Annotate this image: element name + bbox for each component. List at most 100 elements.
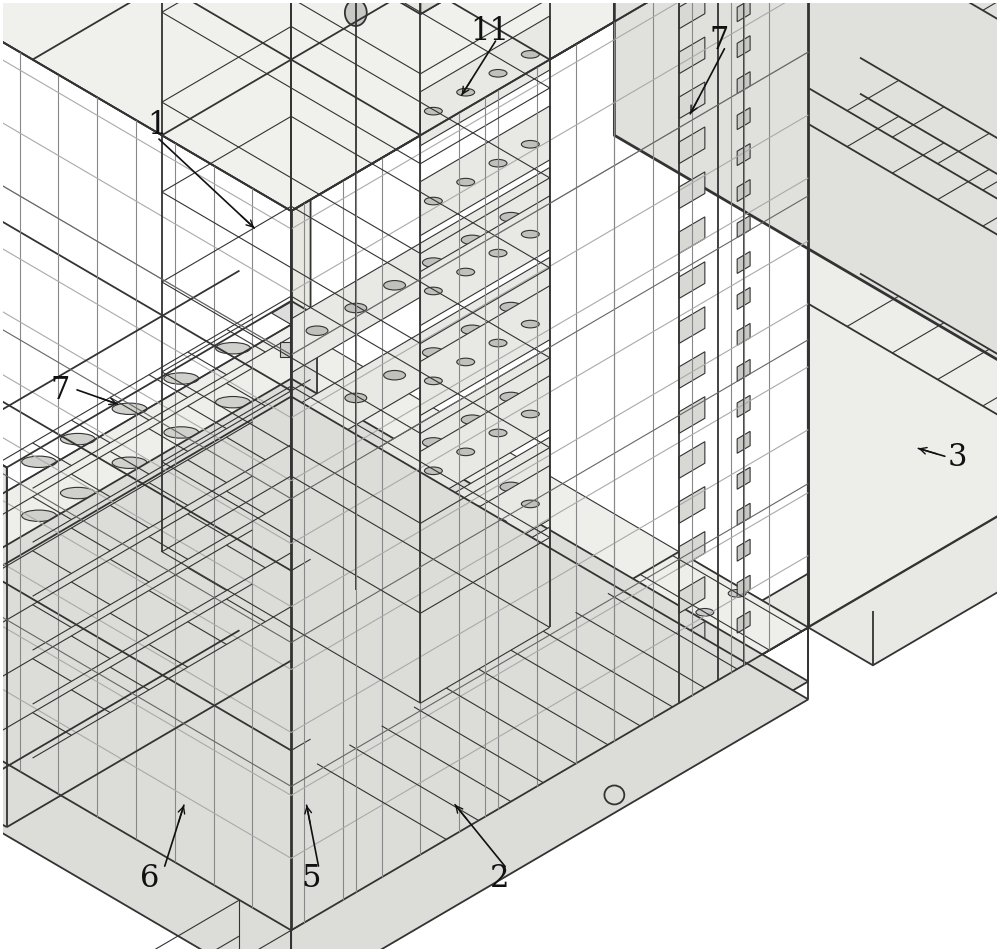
Ellipse shape	[521, 500, 539, 507]
Ellipse shape	[373, 798, 391, 805]
Ellipse shape	[951, 54, 976, 64]
Ellipse shape	[306, 416, 328, 426]
Ellipse shape	[489, 519, 507, 526]
Polygon shape	[291, 301, 317, 676]
Polygon shape	[679, 217, 705, 253]
Ellipse shape	[457, 89, 475, 96]
Polygon shape	[291, 257, 550, 463]
Ellipse shape	[424, 467, 442, 475]
Polygon shape	[0, 593, 7, 717]
Polygon shape	[737, 36, 750, 58]
Polygon shape	[0, 437, 7, 827]
Ellipse shape	[384, 550, 406, 560]
Ellipse shape	[860, 1, 885, 10]
Ellipse shape	[306, 685, 328, 695]
Ellipse shape	[521, 230, 539, 238]
Polygon shape	[737, 288, 750, 309]
Polygon shape	[737, 0, 750, 22]
Ellipse shape	[164, 426, 199, 438]
Polygon shape	[420, 376, 550, 506]
Ellipse shape	[457, 268, 475, 276]
Ellipse shape	[860, 217, 885, 227]
Ellipse shape	[631, 646, 649, 654]
Polygon shape	[272, 907, 311, 930]
Ellipse shape	[500, 303, 522, 312]
Ellipse shape	[461, 235, 483, 245]
Polygon shape	[860, 0, 912, 40]
Text: 6: 6	[140, 863, 160, 894]
Text: 7: 7	[51, 375, 70, 407]
Ellipse shape	[728, 589, 746, 597]
Polygon shape	[737, 539, 750, 561]
Ellipse shape	[906, 243, 931, 252]
Ellipse shape	[345, 573, 367, 583]
Ellipse shape	[60, 595, 95, 606]
Polygon shape	[679, 262, 705, 299]
Ellipse shape	[60, 487, 95, 499]
Polygon shape	[110, 0, 601, 14]
Ellipse shape	[502, 722, 520, 729]
Polygon shape	[737, 144, 750, 166]
Ellipse shape	[567, 684, 585, 692]
Polygon shape	[737, 108, 750, 129]
Ellipse shape	[216, 612, 250, 624]
Ellipse shape	[384, 730, 406, 740]
Ellipse shape	[521, 50, 539, 58]
Polygon shape	[614, 0, 1000, 438]
Ellipse shape	[424, 288, 442, 295]
Ellipse shape	[22, 672, 56, 684]
Ellipse shape	[345, 483, 367, 492]
Polygon shape	[0, 379, 808, 952]
Ellipse shape	[306, 326, 328, 335]
Polygon shape	[679, 397, 705, 433]
Ellipse shape	[22, 725, 56, 737]
Polygon shape	[737, 215, 750, 237]
Polygon shape	[679, 351, 705, 388]
Ellipse shape	[500, 572, 522, 582]
Ellipse shape	[422, 347, 444, 357]
Ellipse shape	[521, 320, 539, 327]
Polygon shape	[420, 466, 550, 595]
Ellipse shape	[996, 80, 1000, 89]
Polygon shape	[291, 631, 420, 779]
Polygon shape	[33, 779, 291, 952]
Ellipse shape	[457, 448, 475, 456]
Ellipse shape	[60, 433, 95, 445]
Ellipse shape	[384, 281, 406, 290]
Ellipse shape	[216, 505, 250, 516]
Ellipse shape	[384, 370, 406, 380]
Ellipse shape	[306, 596, 328, 605]
Ellipse shape	[422, 258, 444, 268]
Ellipse shape	[500, 392, 522, 402]
Polygon shape	[789, 605, 828, 627]
Polygon shape	[737, 575, 750, 597]
Ellipse shape	[345, 663, 367, 672]
Polygon shape	[679, 0, 705, 29]
Ellipse shape	[461, 595, 483, 605]
Polygon shape	[272, 302, 311, 325]
Text: 2: 2	[490, 863, 510, 894]
Ellipse shape	[164, 643, 199, 654]
Ellipse shape	[489, 339, 507, 347]
Ellipse shape	[306, 506, 328, 515]
Ellipse shape	[216, 343, 250, 354]
Polygon shape	[291, 347, 550, 553]
Text: 1: 1	[147, 110, 167, 141]
Ellipse shape	[461, 325, 483, 334]
Ellipse shape	[457, 538, 475, 545]
Ellipse shape	[384, 640, 406, 649]
Ellipse shape	[22, 510, 56, 522]
Bar	[280, 702, 290, 717]
Ellipse shape	[424, 108, 442, 115]
Ellipse shape	[112, 565, 147, 576]
Polygon shape	[679, 82, 705, 119]
Polygon shape	[679, 442, 705, 478]
Polygon shape	[420, 196, 550, 326]
Ellipse shape	[232, 944, 247, 952]
Ellipse shape	[164, 373, 199, 385]
Polygon shape	[291, 437, 550, 643]
Ellipse shape	[422, 438, 444, 447]
Polygon shape	[420, 573, 808, 855]
Bar	[280, 522, 290, 537]
Bar	[280, 432, 290, 447]
